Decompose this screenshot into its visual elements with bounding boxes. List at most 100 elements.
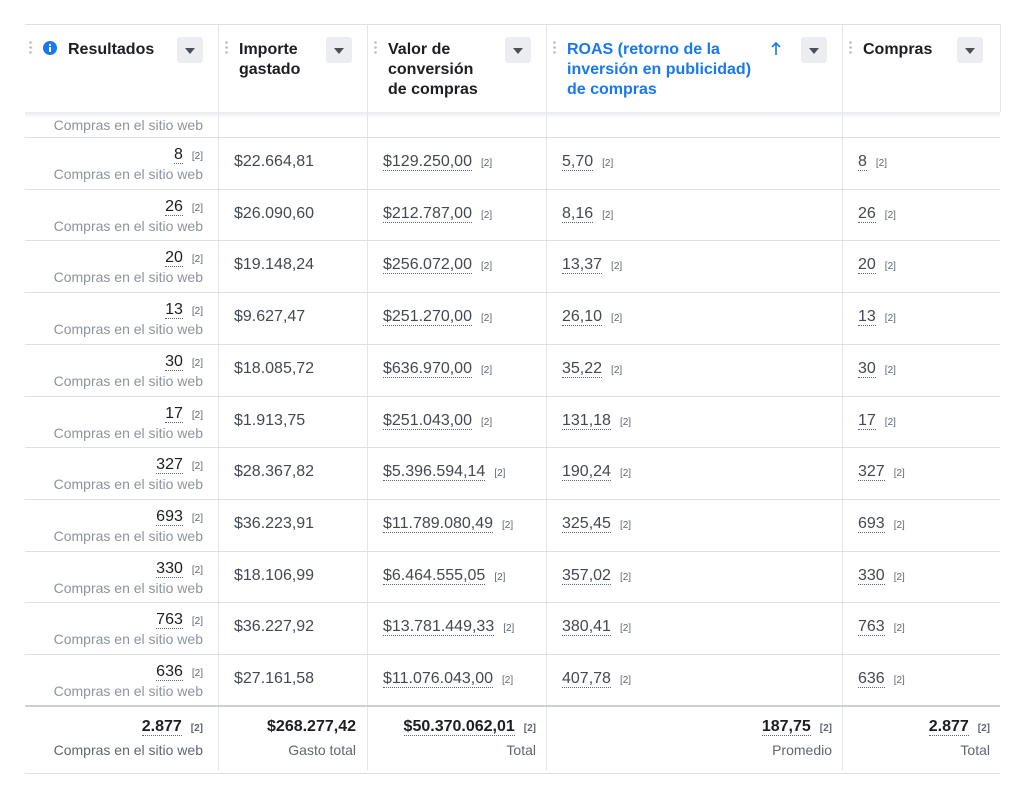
footnote-marker: [2] [191, 409, 203, 421]
sort-arrow [771, 42, 781, 55]
results-cell: 26 [2] [165, 198, 203, 216]
results-cell: 8 [2] [173, 146, 203, 164]
results-cell: 330 [2] [156, 560, 203, 578]
conversion-value-link[interactable]: $129.250,00 [383, 153, 472, 171]
roas-link[interactable]: 35,22 [562, 359, 603, 378]
conversion-value-link[interactable]: $256.072,00 [383, 256, 472, 275]
conversion-value-link[interactable]: $5.396.594,14 [383, 463, 486, 482]
conversion-value-cell: $251.270,00 [2] [383, 308, 492, 327]
roas-link[interactable]: 357,02 [562, 566, 611, 585]
footnote-marker: [2] [619, 675, 632, 686]
roas-link[interactable]: 5,70 [562, 153, 594, 171]
conversion-value-link[interactable]: $251.270,00 [383, 308, 472, 327]
roas-link[interactable]: 407,78 [562, 670, 611, 688]
footnote-marker: [2] [884, 209, 896, 221]
total-link[interactable]: $50.370.062,01 [403, 717, 515, 736]
purchases-link[interactable]: 20 [858, 256, 876, 275]
result-type: Compras en el sitio web [53, 631, 203, 648]
purchases-link[interactable]: 763 [858, 618, 885, 637]
result-type: Compras en el sitio web [53, 217, 203, 234]
footnote-marker: [2] [480, 209, 493, 221]
footnote-marker: [2] [191, 564, 203, 576]
purchases-link[interactable]: 30 [858, 359, 876, 378]
purchases-link[interactable]: 17 [858, 411, 876, 430]
column-header[interactable]: Valor de conversión de compras [388, 41, 478, 98]
column-grip [553, 40, 556, 56]
roas-link[interactable]: 13,37 [562, 256, 603, 275]
result-type: Compras en el sitio web [53, 321, 203, 338]
purchases-link[interactable]: 636 [858, 670, 885, 688]
column-menu-button[interactable] [177, 37, 203, 63]
column-menu-button[interactable] [801, 37, 827, 63]
bottom-border [25, 773, 1000, 774]
column-divider [842, 24, 843, 770]
column-menu-button[interactable] [505, 37, 531, 63]
footnote-marker: [2] [191, 151, 203, 162]
conversion-value-link[interactable]: $636.970,00 [383, 359, 472, 378]
results-link[interactable]: 327 [156, 456, 183, 475]
spent-cell: $19.148,24 [234, 256, 315, 274]
roas-link[interactable]: 8,16 [562, 204, 594, 223]
roas-link[interactable]: 26,10 [562, 308, 603, 327]
results-link[interactable]: 8 [173, 146, 183, 164]
results-link[interactable]: 26 [165, 197, 183, 216]
results-link[interactable]: 17 [165, 404, 183, 423]
conversion-value-cell: $256.072,00 [2] [383, 256, 492, 275]
row-divider [25, 188, 1000, 190]
total-link[interactable]: 2.877 [928, 717, 969, 736]
roas-cell: 190,24 [2] [562, 463, 631, 482]
total-link[interactable]: 187,75 [761, 717, 811, 736]
spent-cell: $36.227,92 [234, 618, 315, 636]
column-header[interactable]: Importe gastado [239, 41, 301, 78]
conversion-value-link[interactable]: $6.464.555,05 [383, 566, 486, 585]
conversion-value-link[interactable]: $13.781.449,33 [383, 618, 495, 637]
conversion-value-link[interactable]: $212.787,00 [383, 204, 472, 223]
footnote-marker: [2] [611, 261, 623, 273]
results-link[interactable]: 30 [165, 352, 183, 371]
conversion-value-link[interactable]: $251.043,00 [383, 411, 472, 430]
roas-link[interactable]: 190,24 [562, 463, 611, 482]
footnote-marker: [2] [502, 519, 514, 531]
row-divider [25, 654, 1000, 655]
column-header[interactable]: Resultados [68, 41, 155, 58]
purchases-link[interactable]: 330 [858, 566, 885, 585]
purchases-link[interactable]: 327 [858, 463, 885, 482]
results-link[interactable]: 20 [165, 249, 183, 268]
results-cell: 20 [2] [165, 249, 203, 268]
conversion-value-link[interactable]: $11.076.043,00 [383, 670, 494, 688]
purchases-link[interactable]: 13 [858, 308, 876, 327]
row-divider [25, 602, 1000, 604]
roas-link[interactable]: 131,18 [562, 411, 611, 430]
results-link[interactable]: 693 [156, 507, 183, 526]
results-cell: 13 [2] [165, 301, 203, 320]
purchases-link[interactable]: 693 [858, 514, 885, 533]
conversion-value-link[interactable]: $11.789.080,49 [383, 514, 494, 533]
result-type: Compras en el sitio web [53, 117, 203, 133]
roas-link[interactable]: 325,45 [562, 514, 611, 533]
results-link[interactable]: 636 [156, 663, 183, 681]
results-link[interactable]: 763 [156, 611, 183, 630]
footnote-marker: [2] [875, 158, 888, 169]
purchases-link[interactable]: 26 [858, 204, 876, 223]
result-type: Compras en el sitio web [53, 424, 203, 441]
footnote-marker: [2] [893, 519, 905, 531]
results-link[interactable]: 13 [165, 301, 183, 320]
roas-cell: 325,45 [2] [562, 515, 631, 533]
footnote-marker: [2] [503, 623, 515, 635]
column-header[interactable]: ROAS (retorno de la inversión en publici… [567, 41, 752, 98]
row-divider [25, 137, 1000, 138]
conversion-value-cell: $11.789.080,49 [2] [383, 515, 513, 533]
results-link[interactable]: 330 [156, 559, 183, 578]
column-header[interactable]: Compras [863, 41, 933, 58]
footnote-marker: [2] [611, 364, 623, 376]
roas-link[interactable]: 380,41 [562, 618, 611, 637]
column-menu-button[interactable] [326, 37, 352, 63]
total-link[interactable]: 2.877 [141, 717, 182, 736]
result-type: Compras en el sitio web [53, 166, 203, 182]
spent-cell: $9.627,47 [234, 308, 306, 326]
purchases-link[interactable]: 8 [858, 153, 867, 171]
footnote-marker: [2] [619, 571, 632, 583]
column-menu-button[interactable] [957, 37, 983, 63]
purchases-cell: 17 [2] [858, 412, 896, 430]
row-divider [25, 550, 1000, 552]
